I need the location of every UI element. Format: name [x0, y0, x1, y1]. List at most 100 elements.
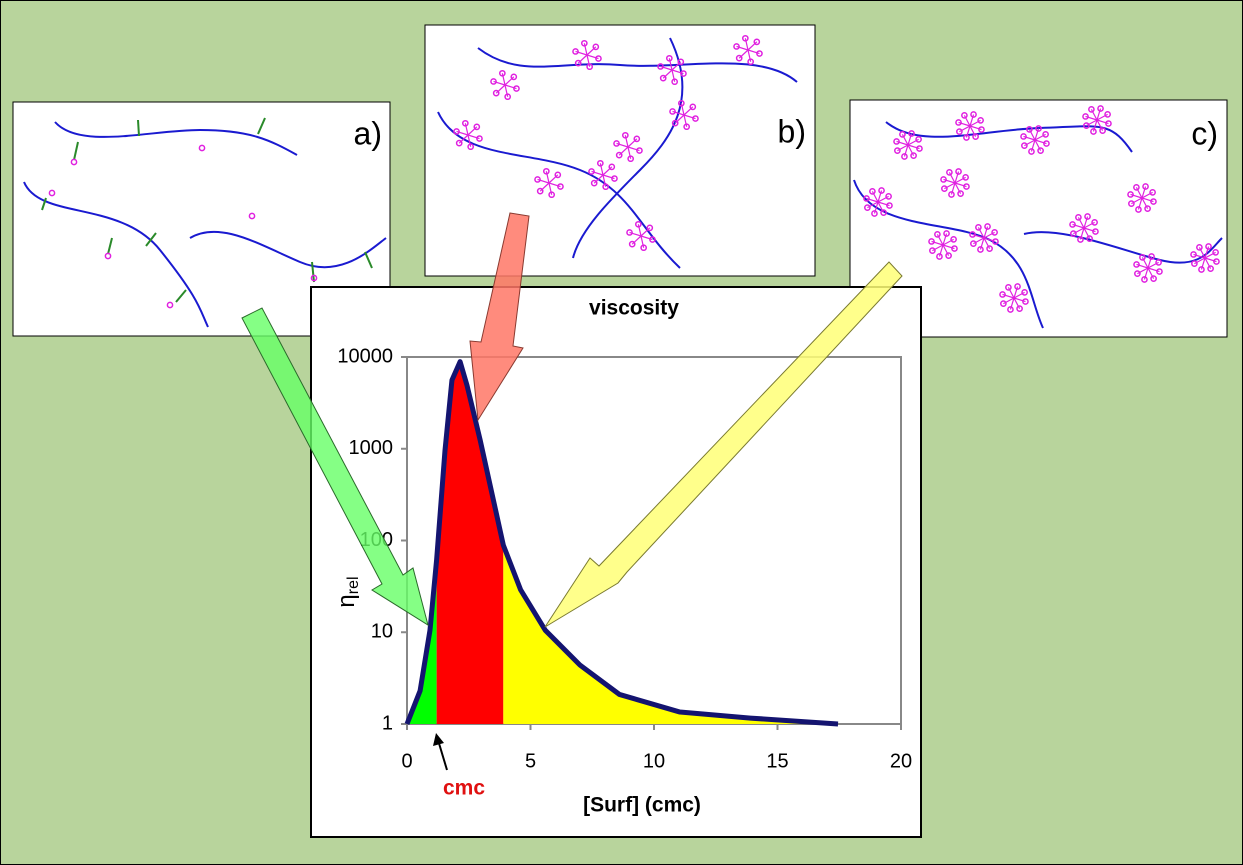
surfactant-head [1139, 254, 1146, 261]
surfactant-head [1155, 259, 1162, 266]
polymer-chain [1023, 231, 1223, 264]
surfactant-head [621, 131, 629, 139]
surfactant-head [1016, 305, 1023, 312]
surfactant-head [689, 103, 697, 111]
surfactant-head [1148, 253, 1155, 260]
surfactant-head [1142, 183, 1149, 190]
surfactant-head [951, 245, 958, 252]
surfactant-head [908, 130, 915, 137]
surfactant-head [940, 176, 947, 183]
surfactant-head [756, 50, 763, 57]
surfactant-head [934, 231, 941, 238]
surfactant-head [970, 240, 977, 247]
y-tick-label: 1000 [349, 437, 394, 459]
surfactant-head [1190, 251, 1197, 258]
surfactant-head [536, 187, 544, 195]
surfactant-head [615, 151, 623, 159]
y-axis-subscript: rel [345, 576, 362, 594]
y-tick-label: 1 [382, 712, 393, 734]
surfactant-head [1134, 270, 1141, 277]
surfactant-head [984, 223, 991, 230]
surfactant-head [915, 136, 922, 143]
surfactant-head [1042, 131, 1049, 138]
surfactant-head [948, 191, 955, 198]
surfactant-head [1207, 265, 1214, 272]
surfactant-head [1035, 125, 1042, 132]
surfactant-head [956, 128, 963, 135]
surfactant-head [1007, 306, 1014, 313]
surfactant-head [1128, 200, 1135, 207]
surfactant-head [975, 224, 982, 231]
panel-label: a) [354, 115, 382, 151]
surfactant-head [880, 209, 887, 216]
surfactant-head [671, 119, 679, 127]
surfactant-head [1088, 106, 1095, 113]
surfactant-head [941, 185, 948, 192]
annotation-arrowhead [433, 733, 444, 746]
surfactant-head [1082, 113, 1089, 120]
surfactant-head [955, 119, 962, 126]
viscosity-line [404, 359, 839, 727]
surfactant-head [1198, 266, 1205, 273]
surfactant-head [498, 69, 506, 77]
surfactant-head [588, 168, 595, 175]
surfactant-head [1090, 128, 1097, 135]
surfactant-head [893, 138, 900, 145]
x-tick-label: 5 [525, 750, 536, 772]
surfactant-head [534, 176, 541, 183]
surfactant-head [70, 158, 78, 166]
x-axis-label: [Surf] (cmc) [583, 794, 701, 817]
surfactant-head [735, 54, 743, 62]
surfactant-head [978, 126, 985, 133]
surfactant-head [1191, 260, 1198, 267]
surfactant-head [504, 93, 512, 101]
y-axis-label: ηrel [333, 576, 362, 607]
surfactant-head [198, 144, 206, 152]
surfactant-head [928, 238, 935, 245]
surfactant-head [970, 111, 977, 118]
surfactant-head [1127, 191, 1134, 198]
surfactant-head [871, 210, 878, 217]
surfactant-head [166, 301, 174, 309]
surfactant-head [1213, 258, 1220, 265]
panel-label: b) [778, 113, 806, 149]
surfactant-head [1086, 235, 1093, 242]
surfactant-head [48, 189, 56, 197]
surfactant-head [1084, 213, 1091, 220]
surfactant-head [992, 238, 999, 245]
surfactant-head [1133, 184, 1140, 191]
surfactant-head [677, 58, 685, 66]
surfactant-head [733, 43, 740, 50]
surfactant-head [864, 204, 871, 211]
surfactant-head [1105, 120, 1112, 127]
x-tick-label: 20 [890, 750, 912, 772]
surfactant-head [977, 117, 984, 124]
surfactant-head [1205, 243, 1212, 250]
surfactant-head [1075, 214, 1082, 221]
surfactant-head [473, 123, 481, 131]
surfactant-head [936, 253, 943, 260]
surfactant-head [741, 34, 749, 42]
surfactant [364, 251, 373, 269]
surfactant-head [626, 229, 633, 236]
surfactant [41, 197, 47, 211]
surfactant-head [554, 171, 562, 179]
surfactant-head [878, 187, 885, 194]
surfactant-head [1020, 133, 1027, 140]
y-axis-symbol: η [333, 594, 360, 607]
surfactant-head [649, 236, 656, 243]
surfactant [145, 232, 157, 247]
surfactant-head [627, 155, 635, 163]
surfactant-head [1083, 122, 1090, 129]
surfactant-head [1135, 206, 1142, 213]
chart-title: viscosity [589, 297, 679, 320]
surfactant-head [972, 133, 979, 140]
surfactant-head [1141, 276, 1148, 283]
x-tick-label: 10 [643, 750, 665, 772]
surfactant-head [680, 70, 687, 77]
arrows [241, 212, 903, 628]
surfactant-head [1144, 205, 1151, 212]
surfactant-head [950, 236, 957, 243]
surfactant-head [885, 193, 892, 200]
